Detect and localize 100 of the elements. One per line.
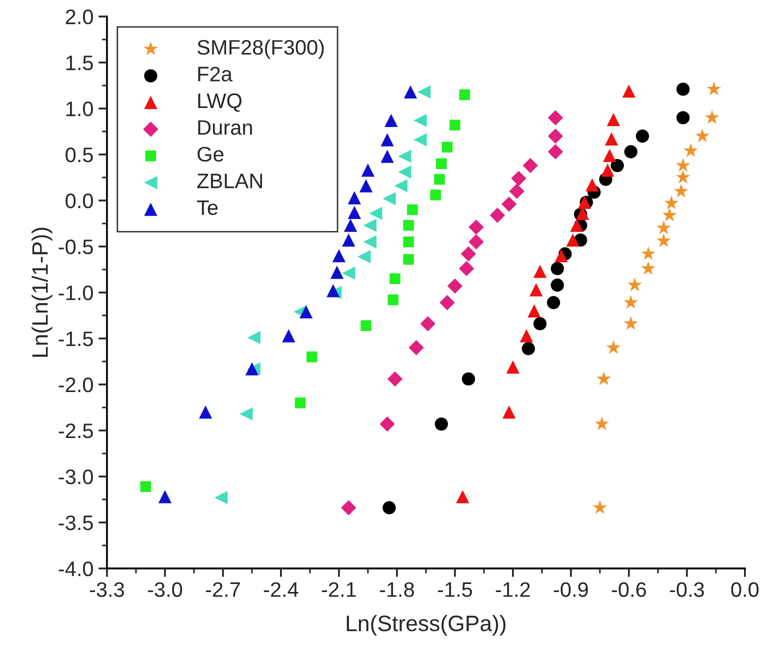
point bbox=[548, 144, 564, 160]
point bbox=[530, 283, 543, 296]
point bbox=[360, 320, 372, 331]
point bbox=[509, 184, 524, 199]
point bbox=[662, 208, 677, 222]
point bbox=[436, 158, 447, 170]
point bbox=[676, 111, 690, 124]
point bbox=[403, 220, 414, 231]
point bbox=[247, 330, 260, 344]
point bbox=[363, 218, 376, 232]
point bbox=[502, 405, 516, 419]
point bbox=[420, 316, 436, 332]
x-tick-label: -0.9 bbox=[554, 582, 588, 597]
y-tick-label: 1.0 bbox=[66, 102, 93, 116]
point bbox=[434, 174, 445, 185]
point bbox=[602, 148, 616, 162]
y-tick-label: 2.0 bbox=[66, 10, 93, 24]
point bbox=[624, 316, 638, 330]
point bbox=[417, 85, 431, 99]
point bbox=[380, 416, 395, 432]
point bbox=[546, 296, 560, 310]
point bbox=[198, 405, 212, 419]
legend-label: F2a bbox=[198, 66, 232, 82]
point bbox=[468, 234, 484, 250]
point bbox=[695, 128, 710, 142]
point bbox=[533, 264, 547, 278]
point bbox=[344, 218, 358, 232]
point bbox=[606, 340, 621, 354]
point bbox=[458, 260, 474, 276]
point bbox=[533, 317, 547, 330]
point bbox=[522, 158, 538, 174]
point bbox=[610, 158, 624, 172]
point bbox=[299, 305, 313, 318]
point bbox=[622, 84, 636, 98]
point bbox=[522, 342, 535, 356]
point bbox=[382, 192, 396, 206]
point bbox=[394, 179, 408, 192]
point bbox=[550, 278, 564, 292]
y-tick-label: -3.5 bbox=[58, 515, 93, 530]
y-tick-label: -2.0 bbox=[58, 377, 93, 392]
point bbox=[363, 235, 376, 248]
point bbox=[348, 191, 361, 204]
point bbox=[684, 143, 698, 157]
point bbox=[408, 340, 424, 356]
point bbox=[566, 233, 580, 247]
x-tick-label: -2.4 bbox=[264, 582, 298, 597]
point bbox=[306, 352, 318, 362]
point bbox=[398, 165, 412, 179]
point bbox=[624, 145, 638, 158]
point bbox=[359, 179, 373, 192]
x-tick-label: -0.3 bbox=[670, 582, 704, 597]
point bbox=[282, 329, 296, 342]
x-tick-label: -2.1 bbox=[322, 582, 356, 597]
point bbox=[404, 85, 418, 99]
point bbox=[570, 218, 584, 232]
point bbox=[511, 170, 526, 186]
point bbox=[641, 246, 656, 260]
x-axis-title: Ln(Stress(GPa)) bbox=[346, 614, 506, 636]
point bbox=[656, 220, 671, 234]
point bbox=[340, 500, 356, 516]
point bbox=[594, 416, 610, 430]
point bbox=[460, 246, 476, 262]
point bbox=[407, 204, 418, 216]
y-tick-label: 0.5 bbox=[66, 148, 93, 162]
x-tick-label: -3.0 bbox=[148, 582, 182, 597]
x-tick-label: -1.2 bbox=[496, 582, 530, 597]
y-tick-label: 1.5 bbox=[66, 56, 93, 70]
point bbox=[398, 150, 412, 163]
y-tick-label: -1.0 bbox=[58, 285, 93, 300]
x-tick-label: -1.5 bbox=[438, 582, 472, 597]
legend-label: Duran bbox=[198, 120, 252, 135]
point bbox=[384, 114, 398, 128]
y-tick-label: 0.0 bbox=[66, 194, 93, 208]
point bbox=[382, 501, 396, 514]
point bbox=[357, 250, 371, 264]
y-tick-label: -0.5 bbox=[58, 240, 93, 254]
x-tick-label: -0.6 bbox=[612, 582, 646, 597]
point bbox=[596, 371, 612, 386]
point bbox=[403, 254, 414, 265]
point bbox=[490, 208, 506, 223]
point bbox=[434, 417, 448, 431]
legend-label: SMF28(F300) bbox=[197, 39, 324, 59]
point bbox=[403, 236, 414, 248]
y-tick-label: -4.0 bbox=[58, 561, 93, 576]
point bbox=[586, 178, 599, 192]
point bbox=[627, 278, 642, 292]
x-tick-label: 0.0 bbox=[731, 582, 759, 597]
point bbox=[332, 249, 346, 262]
point bbox=[548, 110, 564, 126]
point bbox=[414, 114, 427, 128]
point bbox=[592, 500, 608, 514]
point bbox=[450, 120, 460, 130]
point bbox=[158, 490, 172, 504]
point bbox=[456, 490, 470, 504]
point bbox=[676, 158, 690, 172]
point bbox=[414, 133, 427, 146]
y-tick-label: -1.5 bbox=[58, 332, 93, 346]
point bbox=[380, 133, 394, 146]
point bbox=[704, 110, 720, 124]
point bbox=[676, 82, 690, 96]
